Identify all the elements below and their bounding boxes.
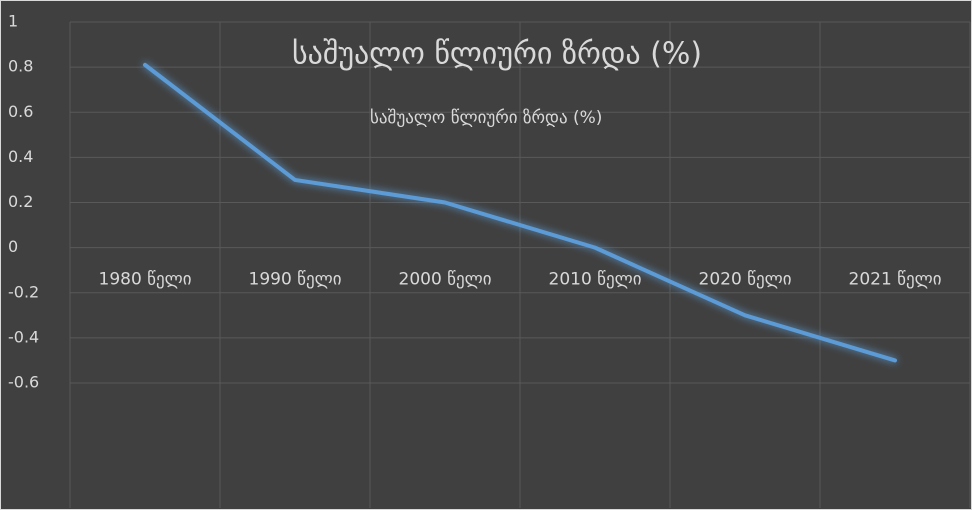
x-tick-label: 1990 წელი bbox=[249, 270, 342, 290]
chart-title: საშუალო წლიური ზრდა (%) bbox=[292, 37, 702, 72]
x-tick-label: 1980 წელი bbox=[99, 270, 192, 290]
y-tick-label: 0.2 bbox=[8, 192, 33, 211]
y-tick-label: -0.6 bbox=[8, 373, 39, 392]
y-tick-label: 1 bbox=[8, 12, 18, 31]
y-tick-label: -0.2 bbox=[8, 282, 39, 301]
y-tick-label: 0.4 bbox=[8, 147, 33, 166]
plot-area bbox=[69, 21, 971, 508]
y-tick-label: 0.8 bbox=[8, 57, 33, 76]
legend-label: საშუალო წლიური ზრდა (%) bbox=[370, 108, 602, 128]
x-tick-label: 2021 წელი bbox=[849, 270, 942, 290]
x-tick-label: 2020 წელი bbox=[699, 270, 792, 290]
x-tick-label: 2000 წელი bbox=[399, 270, 492, 290]
y-tick-label: 0.6 bbox=[8, 102, 33, 121]
x-tick-label: 2010 წელი bbox=[549, 270, 642, 290]
y-tick-label: 0 bbox=[8, 237, 18, 256]
data-line bbox=[143, 62, 897, 363]
y-tick-label: -0.4 bbox=[8, 327, 39, 346]
